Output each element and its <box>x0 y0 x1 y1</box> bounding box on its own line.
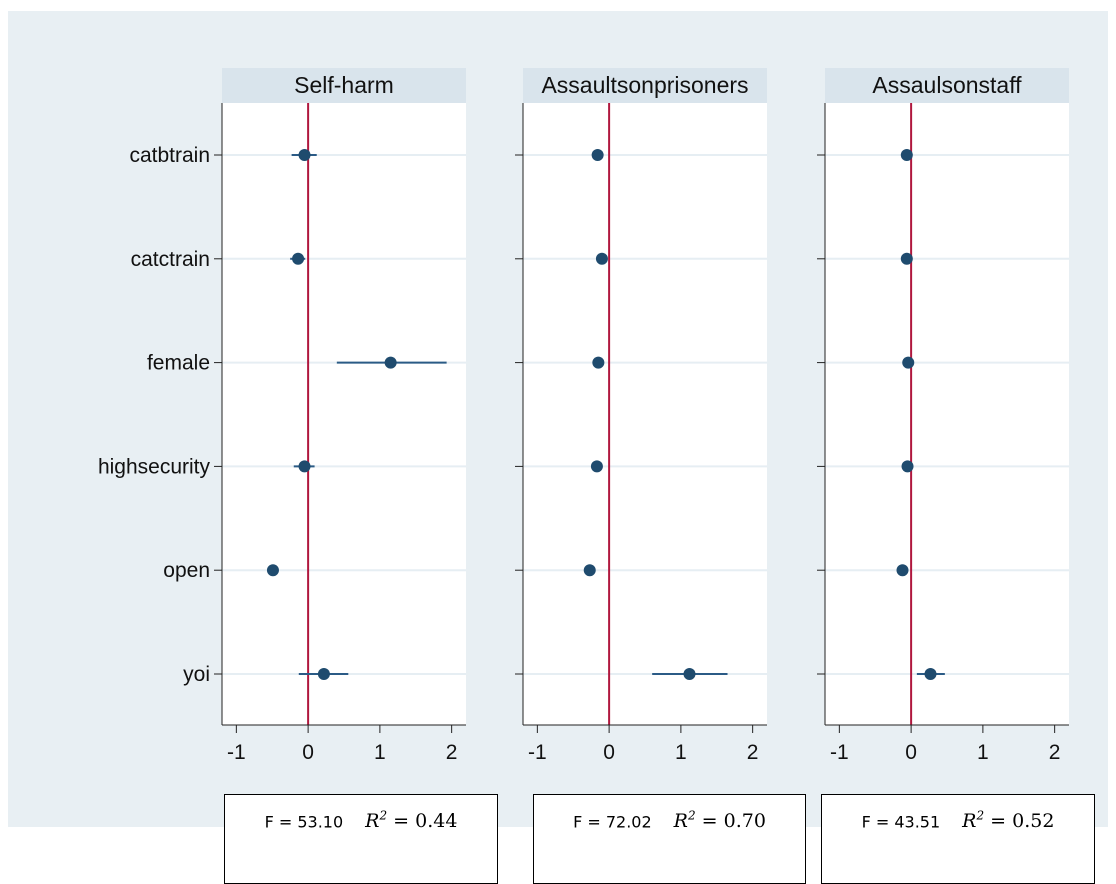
r2-value: = 0.52 <box>990 810 1055 833</box>
r2-exponent: 2 <box>379 809 388 823</box>
point-self-harm-female <box>384 356 397 369</box>
x-tick-label: 0 <box>603 741 615 764</box>
y-tick-label: highsecurity <box>98 455 211 478</box>
f-statistic: F = 53.10 <box>264 812 344 832</box>
point-self-harm-highsecurity <box>298 460 311 473</box>
point-self-harm-catbtrain <box>298 149 311 161</box>
y-tick-label: catbtrain <box>129 144 210 167</box>
point-assaultsonprisoners-highsecurity <box>590 460 603 473</box>
r2-symbol: R <box>962 810 977 833</box>
x-tick-label: -1 <box>227 741 246 764</box>
stats-line: F = 53.10 R2 = 0.44 <box>225 809 497 832</box>
panel-area <box>825 103 1069 725</box>
panel-title: Assaultsonprisoners <box>541 72 748 98</box>
point-assaultsonprisoners-catbtrain <box>591 149 604 161</box>
point-assaulsonstaff-catctrain <box>900 252 913 265</box>
r2-value: = 0.70 <box>701 810 766 833</box>
panel-area <box>523 103 767 725</box>
r-squared: R2 = 0.70 <box>673 809 766 833</box>
x-tick-label: 1 <box>977 741 989 764</box>
point-assaulsonstaff-yoi <box>924 668 937 680</box>
y-tick-label: open <box>163 559 210 582</box>
r2-value: = 0.44 <box>393 810 458 833</box>
point-assaulsonstaff-female <box>902 356 915 369</box>
x-tick-label: 2 <box>1049 741 1061 764</box>
x-tick-label: 1 <box>675 741 687 764</box>
point-assaulsonstaff-open <box>896 564 909 577</box>
y-tick-label: yoi <box>183 663 210 686</box>
point-self-harm-yoi <box>317 668 330 680</box>
stats-box-self-harm: F = 53.10 R2 = 0.44 <box>224 794 498 884</box>
point-assaultsonprisoners-open <box>583 564 596 577</box>
point-assaulsonstaff-catbtrain <box>900 149 913 161</box>
r2-exponent: 2 <box>976 809 985 823</box>
f-statistic: F = 72.02 <box>573 812 652 832</box>
panel-title-strip <box>825 68 1069 103</box>
panel-title: Assaulsonstaff <box>872 72 1022 98</box>
panel-area <box>222 103 466 725</box>
x-tick-label: 2 <box>446 741 458 764</box>
r-squared: R2 = 0.44 <box>365 809 458 833</box>
r2-symbol: R <box>673 810 688 833</box>
x-tick-label: 2 <box>747 741 759 764</box>
x-tick-label: 0 <box>302 741 314 764</box>
point-assaulsonstaff-highsecurity <box>901 460 914 473</box>
r-squared: R2 = 0.52 <box>962 809 1055 833</box>
r2-symbol: R <box>365 810 380 833</box>
point-assaultsonprisoners-yoi <box>683 668 696 680</box>
x-tick-label: 0 <box>905 741 917 764</box>
panel-title-strip <box>222 68 466 103</box>
panel-title-strip <box>523 68 767 103</box>
point-self-harm-open <box>266 564 279 577</box>
x-tick-label: -1 <box>528 741 547 764</box>
x-tick-label: 1 <box>374 741 386 764</box>
panel-title: Self-harm <box>294 72 394 98</box>
point-assaultsonprisoners-catctrain <box>595 252 608 265</box>
point-assaultsonprisoners-female <box>592 356 605 369</box>
point-self-harm-catctrain <box>292 252 305 265</box>
y-tick-label: female <box>147 352 210 375</box>
stats-box-assaults-on-staff: F = 43.51 R2 = 0.52 <box>821 794 1095 884</box>
y-tick-label: catctrain <box>131 248 210 271</box>
stats-box-assaults-on-prisoners: F = 72.02 R2 = 0.70 <box>533 794 806 884</box>
stats-line: F = 72.02 R2 = 0.70 <box>534 809 805 832</box>
stats-line: F = 43.51 R2 = 0.52 <box>822 809 1094 832</box>
f-statistic: F = 43.51 <box>861 812 941 832</box>
x-tick-label: -1 <box>830 741 849 764</box>
r2-exponent: 2 <box>687 809 696 823</box>
